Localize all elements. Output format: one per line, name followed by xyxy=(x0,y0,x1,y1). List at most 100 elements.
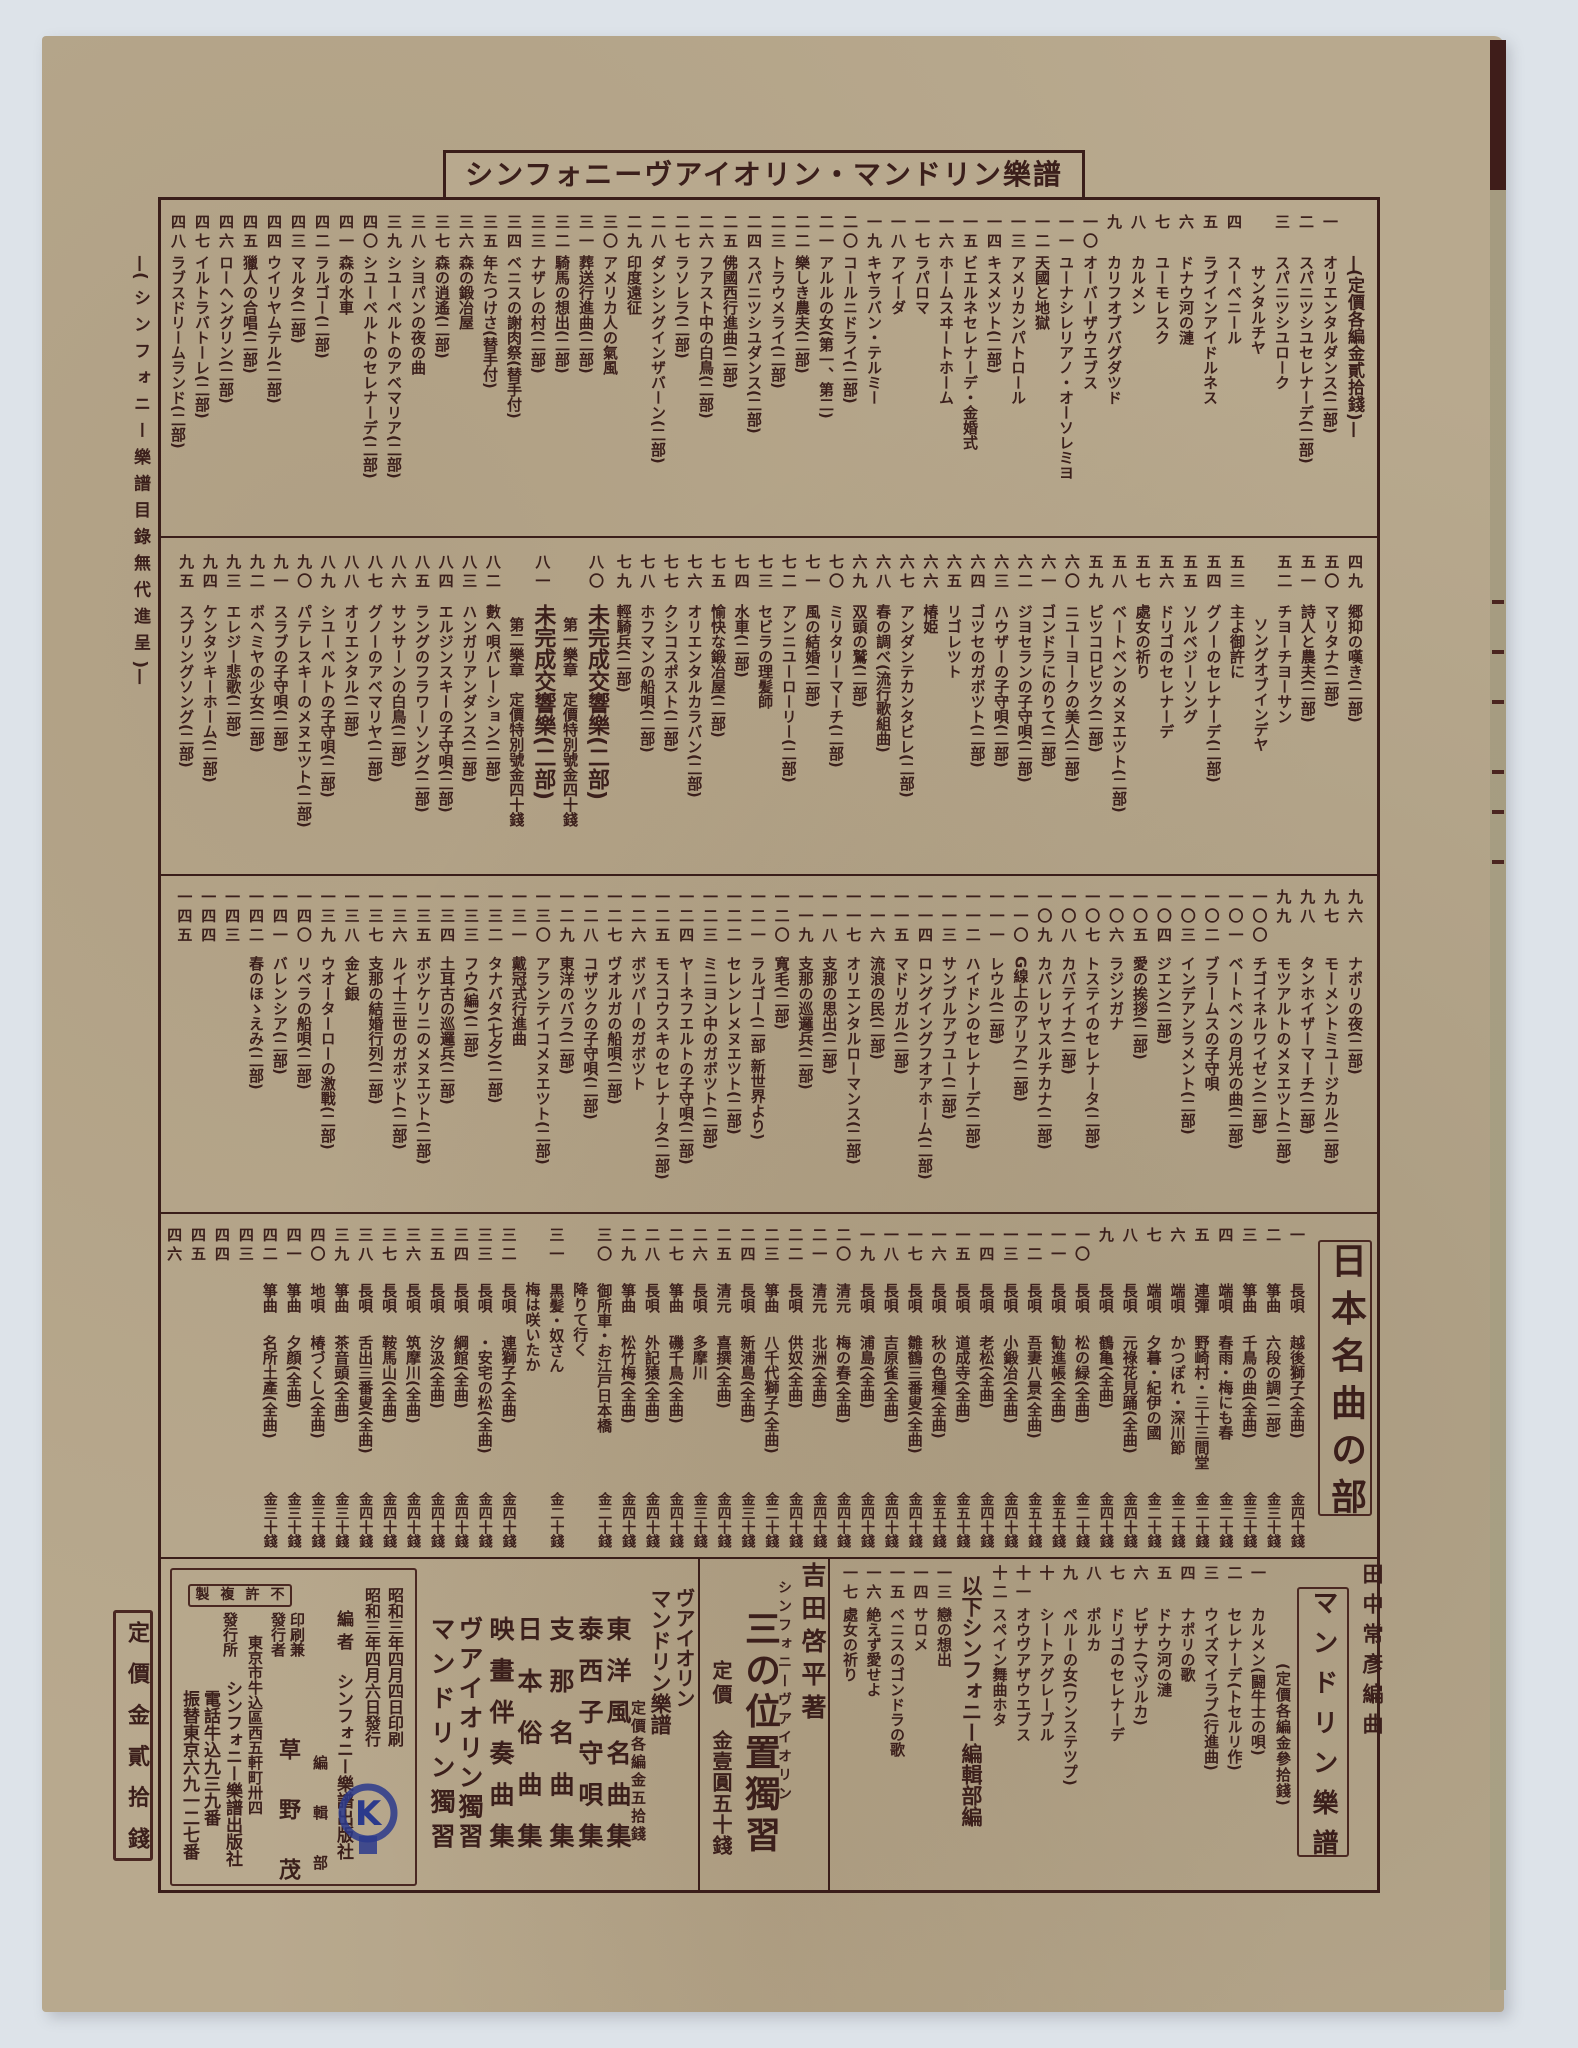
publisher-stamp: K xyxy=(338,1783,398,1854)
item-number: 一六 xyxy=(937,214,955,252)
item-number: 八九 xyxy=(318,554,337,592)
item-number: 七一 xyxy=(803,554,822,592)
item-number: 七五 xyxy=(708,554,727,592)
item-number: 二二 xyxy=(786,1227,805,1265)
item-number: 四 xyxy=(1178,1565,1197,1584)
item-title: ラブスドリームランド(二部) xyxy=(169,255,187,449)
catalog-item: 三スパニツシユローク xyxy=(1270,205,1294,530)
catalog-item: 六一ゴンドラにのりて(二部) xyxy=(1036,545,1060,870)
item-number: 三 xyxy=(1240,1227,1259,1246)
catalog-item: 二スパニツシユセレナーデ(二部) xyxy=(1294,205,1318,530)
item-title: ゴツセのガボツト(二部) xyxy=(968,604,987,768)
item-price: 金三十錢 xyxy=(1265,1492,1282,1548)
item-title: 支那の思出(二部) xyxy=(820,956,839,1075)
item-title: オウヴアザウエブス xyxy=(1014,1607,1032,1742)
catalog-item: 二二樂しき農夫(二部) xyxy=(790,205,814,530)
item-price: 金四十錢 xyxy=(715,1492,732,1548)
item-number: 一九 xyxy=(857,1227,876,1265)
catalog-item: 七五愉快な鍛冶屋(二部) xyxy=(705,545,729,870)
item-number: 一四四 xyxy=(199,889,218,946)
item-title: 森の逍遙(二部) xyxy=(433,255,451,359)
item-title: フウ(編)(二部) xyxy=(462,956,481,1059)
item-number: 六 xyxy=(1131,1565,1150,1584)
item-title: ピツコロピツク(二部) xyxy=(1086,604,1105,753)
item-genre: 長唄 xyxy=(427,1283,446,1313)
item-number: 三四 xyxy=(505,214,523,252)
mandolin-item: 一五ベニスのゴンドラの歌 xyxy=(885,1563,909,1878)
dash-line: — xyxy=(1344,255,1364,272)
catalog-item: 八九シユーベルトの子守唄(二部) xyxy=(315,545,339,870)
catalog-item: 一二二セレンレメヌエツト(二部) xyxy=(721,880,745,1205)
catalog-item: 三六長唄筑摩川(全曲) 金四十錢 xyxy=(400,1218,424,1554)
catalog-item: 二六フアスト中の白鳥(二部) xyxy=(694,205,718,530)
item-title: 輕騎兵(二部) xyxy=(614,604,633,693)
item-number: 一一七 xyxy=(844,889,863,946)
item-title: 天國と地獄 xyxy=(1033,255,1051,330)
item-title: 舌出三番叟(全曲) xyxy=(356,1335,375,1454)
catalog-item: 七〇ミリタリーマーチ(二部) xyxy=(823,545,847,870)
item-number: 八〇 xyxy=(587,554,605,592)
item-genre: 長唄 xyxy=(690,1283,709,1313)
item-number: 三〇 xyxy=(601,214,619,252)
item-genre: 長唄 xyxy=(1072,1283,1091,1313)
item-number: 一四〇 xyxy=(294,889,313,946)
catalog-item: 一〇長唄松の緑(全曲) 金二十錢 xyxy=(1069,1218,1093,1554)
item-title: 鞍馬山(全曲) xyxy=(380,1335,399,1424)
item-number: 一五 xyxy=(961,214,979,252)
item-genre: 清元 xyxy=(834,1283,853,1313)
item-title: 夕暮・紀伊の國 xyxy=(1144,1335,1163,1440)
item-genre: 長唄 xyxy=(1096,1283,1115,1313)
catalog-item: 四六 xyxy=(161,1218,185,1554)
item-title: ラルゴー(二部) xyxy=(313,255,331,359)
item-number: 三七 xyxy=(380,1227,399,1265)
catalog-item: 一〇四ジエン(二部) xyxy=(1151,880,1175,1205)
catalog-item: 三九シユーベルトのアベマリア(二部) xyxy=(382,205,406,530)
catalog-item: 一〇一ベートベンの月光の曲(二部) xyxy=(1223,880,1247,1205)
item-title: ベニスのゴンドラの歌 xyxy=(888,1607,906,1757)
item-number: 一〇二 xyxy=(1202,889,1221,946)
item-number: 一〇五 xyxy=(1130,889,1149,946)
item-number: 三八 xyxy=(356,1227,375,1265)
item-number: 九九 xyxy=(1274,889,1293,927)
catalog-item: 七二アンニユーローリー(二部) xyxy=(776,545,800,870)
catalog-item: 一二九東洋のバラ(二部) xyxy=(554,880,578,1205)
item-number: 二八 xyxy=(649,214,667,252)
catalog-item: 一九キヤラバン・テルミー xyxy=(862,205,886,530)
catalog-item: 七七クシコスポスト(二部) xyxy=(658,545,682,870)
item-number: 一一 xyxy=(1049,1227,1068,1265)
item-title: スパニツシユローク xyxy=(1273,255,1291,390)
catalog-item: 三四ベニスの謝肉祭(替手付) xyxy=(502,205,526,530)
item-number: 一二三 xyxy=(700,889,719,946)
item-title: ホフマンの船唄(二部) xyxy=(638,604,657,753)
item-number: 二〇 xyxy=(841,214,859,252)
item-title: ジエン(二部) xyxy=(1154,956,1173,1045)
item-number: 七九 xyxy=(614,554,633,592)
item-price: 金四十錢 xyxy=(500,1492,517,1548)
item-title: スパニツシユダンス(二部) xyxy=(745,255,763,434)
item-title: ラングのフラワーソング(二部) xyxy=(413,604,432,813)
catalog-item: 五四グノーのセレナーデ(二部) xyxy=(1201,545,1225,870)
catalog-item: 三八シヨパンの夜の曲 xyxy=(406,205,430,530)
item-title: ユーモレスク xyxy=(1153,255,1171,345)
item-title: ブラームスの子守唄 xyxy=(1202,956,1221,1091)
colophon-box xyxy=(170,1568,417,1886)
item-number: 三〇 xyxy=(595,1227,614,1265)
item-number: 四一 xyxy=(284,1227,303,1265)
catalog-item: 一〇七トステイのセレナータ(二部) xyxy=(1079,880,1103,1205)
item-number: 五七 xyxy=(1133,554,1152,592)
item-price: 金二十錢 xyxy=(596,1492,613,1548)
item-title: キヤラバン・テルミー xyxy=(865,255,883,405)
item-number: 九 xyxy=(1061,1565,1079,1584)
catalog-item: 一二天國と地獄 xyxy=(1030,205,1054,530)
catalog-item: 九七モーメントミユージカル(二部) xyxy=(1318,880,1342,1205)
item-title: トステイのセレナータ(二部) xyxy=(1083,956,1102,1150)
item-title: スラブの子守唄(二部) xyxy=(271,604,290,753)
item-number: 二四 xyxy=(738,1227,757,1265)
item-number: 九一 xyxy=(271,554,290,592)
yoshida-series: シンフォニーヴアイオリン xyxy=(776,1580,792,1800)
catalog-item: 一一七オリエンタルローマンス(二部) xyxy=(840,880,864,1205)
divider xyxy=(828,1557,830,1890)
item-title: ハウザーの子守唄(二部) xyxy=(992,604,1011,768)
item-title: G線上のアリア(二部) xyxy=(1011,956,1030,1103)
item-title: バレンシア(二部) xyxy=(270,956,289,1075)
